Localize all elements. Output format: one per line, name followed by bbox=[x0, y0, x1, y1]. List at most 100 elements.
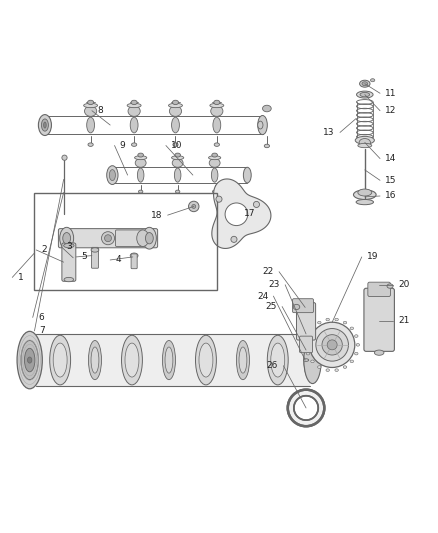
Ellipse shape bbox=[175, 153, 180, 157]
Ellipse shape bbox=[357, 91, 373, 98]
Text: 20: 20 bbox=[398, 280, 410, 289]
Ellipse shape bbox=[267, 335, 288, 385]
Ellipse shape bbox=[387, 284, 393, 288]
Text: 1: 1 bbox=[18, 273, 23, 282]
Ellipse shape bbox=[170, 106, 182, 116]
Ellipse shape bbox=[173, 143, 178, 147]
Ellipse shape bbox=[128, 106, 140, 116]
Ellipse shape bbox=[53, 343, 67, 377]
Ellipse shape bbox=[63, 232, 71, 244]
Ellipse shape bbox=[25, 349, 35, 372]
Circle shape bbox=[231, 236, 237, 243]
Ellipse shape bbox=[138, 190, 143, 193]
Ellipse shape bbox=[350, 327, 353, 329]
Ellipse shape bbox=[125, 343, 139, 377]
Ellipse shape bbox=[311, 327, 314, 329]
FancyBboxPatch shape bbox=[364, 288, 394, 351]
Ellipse shape bbox=[39, 115, 51, 135]
Ellipse shape bbox=[213, 117, 221, 133]
Ellipse shape bbox=[356, 344, 360, 346]
Text: 9: 9 bbox=[120, 141, 126, 150]
Ellipse shape bbox=[134, 156, 147, 160]
Ellipse shape bbox=[356, 199, 374, 205]
Circle shape bbox=[254, 201, 259, 207]
Ellipse shape bbox=[88, 100, 94, 104]
Text: 23: 23 bbox=[268, 280, 280, 289]
Ellipse shape bbox=[305, 344, 308, 346]
FancyBboxPatch shape bbox=[92, 247, 99, 268]
Ellipse shape bbox=[64, 277, 74, 282]
Ellipse shape bbox=[335, 318, 339, 321]
Text: 3: 3 bbox=[67, 243, 72, 252]
Ellipse shape bbox=[244, 167, 251, 183]
Ellipse shape bbox=[326, 369, 329, 372]
Ellipse shape bbox=[172, 117, 180, 133]
Ellipse shape bbox=[176, 190, 180, 193]
Ellipse shape bbox=[135, 158, 146, 167]
Text: 18: 18 bbox=[151, 211, 162, 220]
Ellipse shape bbox=[28, 357, 32, 363]
Ellipse shape bbox=[258, 116, 267, 135]
Circle shape bbox=[288, 390, 324, 426]
Text: 14: 14 bbox=[385, 154, 397, 163]
Ellipse shape bbox=[105, 235, 112, 241]
Text: 12: 12 bbox=[385, 106, 397, 115]
Ellipse shape bbox=[211, 106, 223, 116]
Ellipse shape bbox=[239, 347, 247, 373]
Ellipse shape bbox=[258, 121, 263, 129]
Text: 22: 22 bbox=[263, 267, 274, 276]
Circle shape bbox=[225, 203, 248, 225]
Ellipse shape bbox=[138, 168, 144, 182]
Ellipse shape bbox=[88, 341, 102, 379]
FancyBboxPatch shape bbox=[297, 303, 316, 340]
Bar bbox=[34, 192, 217, 290]
Ellipse shape bbox=[354, 352, 358, 355]
Ellipse shape bbox=[21, 341, 39, 379]
Ellipse shape bbox=[209, 158, 220, 167]
Text: 7: 7 bbox=[40, 326, 46, 335]
FancyBboxPatch shape bbox=[368, 282, 391, 296]
Ellipse shape bbox=[130, 253, 138, 258]
Text: 21: 21 bbox=[398, 317, 410, 326]
Bar bbox=[36, 334, 311, 386]
Ellipse shape bbox=[172, 158, 183, 167]
Ellipse shape bbox=[360, 80, 370, 87]
Circle shape bbox=[188, 201, 199, 212]
Text: 15: 15 bbox=[385, 176, 397, 185]
Ellipse shape bbox=[42, 119, 48, 131]
Ellipse shape bbox=[335, 369, 339, 372]
Ellipse shape bbox=[195, 335, 216, 385]
Text: 10: 10 bbox=[171, 141, 183, 150]
Ellipse shape bbox=[212, 153, 218, 157]
Ellipse shape bbox=[374, 350, 384, 356]
Text: 11: 11 bbox=[385, 89, 397, 98]
Ellipse shape bbox=[362, 82, 367, 86]
Ellipse shape bbox=[131, 143, 137, 147]
Ellipse shape bbox=[271, 343, 285, 377]
Text: 16: 16 bbox=[385, 191, 397, 200]
FancyBboxPatch shape bbox=[131, 254, 137, 269]
Ellipse shape bbox=[130, 117, 138, 133]
Ellipse shape bbox=[169, 103, 183, 108]
Ellipse shape bbox=[131, 100, 137, 104]
Ellipse shape bbox=[145, 232, 153, 244]
Ellipse shape bbox=[192, 205, 196, 208]
Ellipse shape bbox=[293, 304, 300, 310]
Text: 19: 19 bbox=[367, 253, 378, 261]
Ellipse shape bbox=[107, 166, 118, 184]
Ellipse shape bbox=[142, 228, 156, 249]
Ellipse shape bbox=[355, 136, 374, 144]
Text: 24: 24 bbox=[257, 292, 268, 301]
FancyBboxPatch shape bbox=[300, 336, 313, 353]
Ellipse shape bbox=[343, 321, 347, 324]
Circle shape bbox=[294, 396, 318, 420]
Ellipse shape bbox=[210, 103, 224, 108]
Ellipse shape bbox=[85, 106, 97, 116]
Ellipse shape bbox=[60, 228, 74, 249]
Ellipse shape bbox=[264, 144, 269, 148]
Ellipse shape bbox=[371, 79, 375, 82]
Ellipse shape bbox=[359, 139, 371, 147]
Ellipse shape bbox=[304, 341, 317, 379]
Ellipse shape bbox=[214, 143, 219, 147]
Ellipse shape bbox=[84, 103, 98, 108]
